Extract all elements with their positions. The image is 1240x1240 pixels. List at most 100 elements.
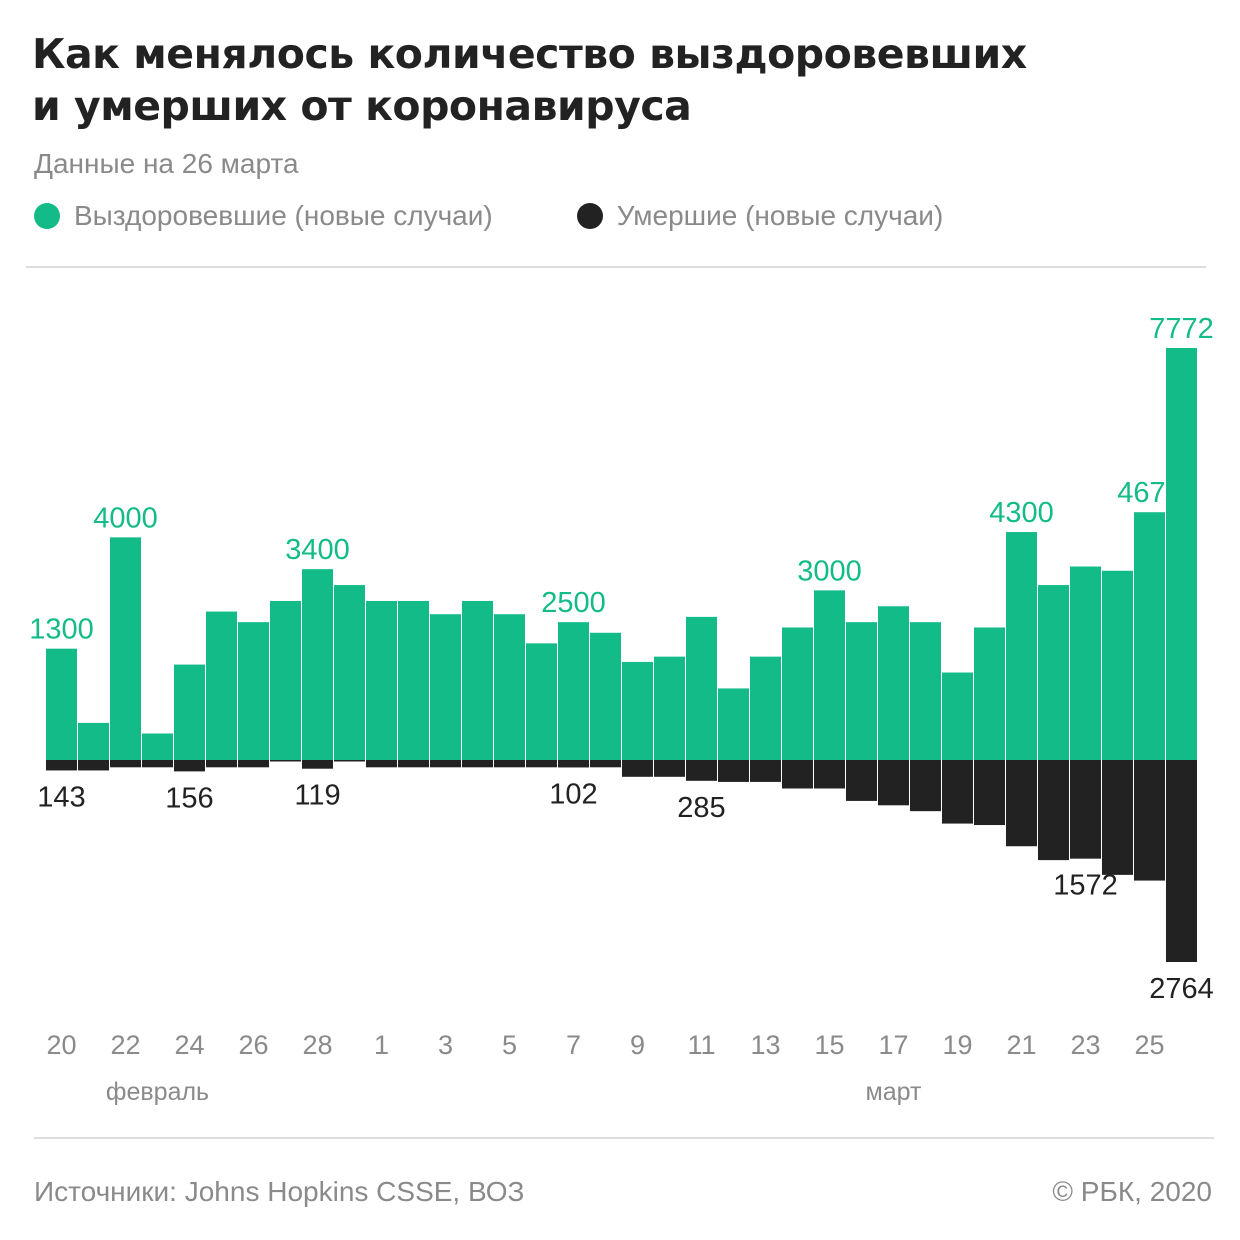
recovered-bar: [1006, 532, 1037, 760]
deaths-bar: [110, 760, 141, 768]
legend: Выздоровевшие (новые случаи) Умершие (но…: [34, 198, 1027, 234]
legend-item-recovered: Выздоровевшие (новые случаи): [34, 200, 493, 232]
deaths-bar: [942, 760, 973, 824]
recovered-bar: [398, 600, 429, 760]
recovered-bar: [558, 622, 589, 760]
x-tick-label: 26: [238, 1030, 268, 1060]
deaths-bar: [174, 760, 205, 772]
recovered-bar: [1166, 348, 1197, 760]
recovered-bar: [974, 627, 1005, 760]
month-label: март: [866, 1078, 922, 1106]
deaths-bar: [1102, 760, 1133, 875]
deaths-bar: [366, 760, 397, 768]
recovered-data-label: 3000: [797, 555, 862, 587]
recovered-bar: [142, 733, 173, 760]
x-tick-label: 9: [630, 1030, 645, 1060]
deaths-data-label: 102: [549, 778, 597, 810]
chart-title: Как менялось количество выздоровевших и …: [32, 28, 1212, 132]
recovered-data-label: 1300: [29, 614, 94, 646]
recovered-bar: [526, 643, 557, 760]
deaths-bar: [46, 760, 77, 771]
deaths-bar: [526, 760, 557, 768]
x-tick-label: 20: [46, 1030, 76, 1060]
deaths-bar: [654, 760, 685, 777]
deaths-bar: [878, 760, 909, 806]
deaths-bar: [206, 760, 237, 768]
recovered-bar: [366, 600, 397, 760]
x-tick-label: 24: [174, 1030, 204, 1060]
recovered-bar: [174, 664, 205, 760]
recovered-bar: [334, 585, 365, 760]
recovered-bar: [238, 622, 269, 760]
deaths-bar: [814, 760, 845, 789]
deaths-bar: [142, 760, 173, 768]
chart-title-line-1: Как менялось количество выздоровевших: [32, 30, 1027, 78]
month-label: февраль: [106, 1078, 209, 1106]
recovered-bar: [302, 569, 333, 760]
deaths-data-label: 119: [294, 780, 340, 812]
recovered-bar: [1070, 566, 1101, 760]
x-tick-label: 25: [1134, 1030, 1164, 1060]
recovered-bar: [46, 648, 77, 760]
deaths-bar: [1134, 760, 1165, 881]
recovered-bar: [686, 616, 717, 760]
deaths-data-label: 2764: [1149, 973, 1214, 1005]
recovered-bar: [494, 614, 525, 760]
x-tick-label: 22: [110, 1030, 140, 1060]
deaths-bar: [622, 760, 653, 777]
recovered-bar: [878, 606, 909, 760]
recovered-bar: [590, 632, 621, 760]
deaths-data-label: 1572: [1053, 870, 1118, 902]
recovered-bar: [430, 614, 461, 760]
legend-label-deaths: Умершие (новые случаи): [616, 200, 944, 231]
deaths-bar: [718, 760, 749, 782]
x-tick-label: 28: [302, 1030, 332, 1060]
deaths-bar: [462, 760, 493, 768]
deaths-bar: [1070, 760, 1101, 859]
deaths-bar: [334, 760, 365, 762]
deaths-bar: [590, 760, 621, 768]
deaths-data-label: 143: [37, 781, 85, 813]
deaths-bar: [238, 760, 269, 768]
deaths-bar: [558, 760, 589, 768]
legend-item-deaths: Умершие (новые случаи): [576, 200, 944, 232]
x-tick-label: 11: [687, 1030, 715, 1060]
legend-label-recovered: Выздоровевшие (новые случаи): [74, 200, 493, 231]
recovered-bar: [110, 537, 141, 760]
recovered-bar: [814, 590, 845, 760]
x-tick-label: 15: [814, 1030, 844, 1060]
recovered-data-label: 3400: [285, 534, 350, 566]
deaths-bar: [1166, 760, 1197, 962]
recovered-bar: [1038, 585, 1069, 760]
recovered-data-label: 4300: [989, 497, 1054, 529]
bottom-divider: [34, 1137, 1214, 1139]
x-tick-label: 3: [438, 1030, 453, 1060]
deaths-bar: [430, 760, 461, 768]
x-tick-label: 17: [878, 1030, 908, 1060]
x-tick-label: 23: [1070, 1030, 1100, 1060]
deaths-bar: [398, 760, 429, 768]
x-tick-label: 5: [502, 1030, 517, 1060]
recovered-bar: [654, 656, 685, 760]
source-note: Источники: Johns Hopkins CSSE, ВОЗ: [34, 1176, 525, 1207]
x-tick-label: 19: [942, 1030, 972, 1060]
recovered-bar: [1102, 570, 1133, 760]
deaths-data-label: 285: [677, 792, 725, 824]
deaths-bar: [974, 760, 1005, 826]
recovered-bar: [750, 656, 781, 760]
recovered-data-label: 7772: [1149, 313, 1214, 345]
deaths-data-label: 156: [165, 782, 213, 814]
chart-title-line-2: и умерших от коронавируса: [32, 82, 692, 130]
deaths-bar: [686, 760, 717, 781]
legend-dot-deaths: [576, 203, 603, 229]
recovered-bar: [910, 622, 941, 760]
x-tick-label: 13: [750, 1030, 780, 1060]
recovered-bar: [942, 672, 973, 760]
recovered-bar: [78, 722, 109, 760]
deaths-bar: [1038, 760, 1069, 861]
legend-dot-recovered: [34, 203, 60, 229]
x-tick-label: 21: [1006, 1030, 1036, 1060]
recovered-data-label: 2500: [541, 587, 606, 619]
deaths-bar: [494, 760, 525, 768]
